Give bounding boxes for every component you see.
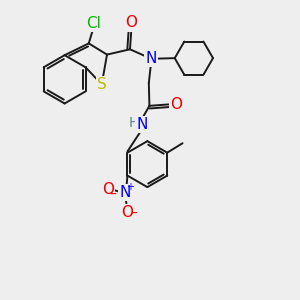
Text: S: S — [97, 77, 106, 92]
Text: O: O — [170, 97, 182, 112]
Text: N: N — [120, 185, 131, 200]
Text: H: H — [128, 116, 139, 130]
Text: N: N — [137, 117, 148, 132]
Text: O: O — [121, 205, 133, 220]
Text: O: O — [102, 182, 114, 197]
Text: O: O — [125, 15, 137, 30]
Text: –: – — [130, 207, 137, 221]
Text: +: + — [126, 182, 134, 192]
Text: –: – — [109, 188, 116, 202]
Text: N: N — [146, 51, 157, 66]
Text: Cl: Cl — [86, 16, 101, 31]
